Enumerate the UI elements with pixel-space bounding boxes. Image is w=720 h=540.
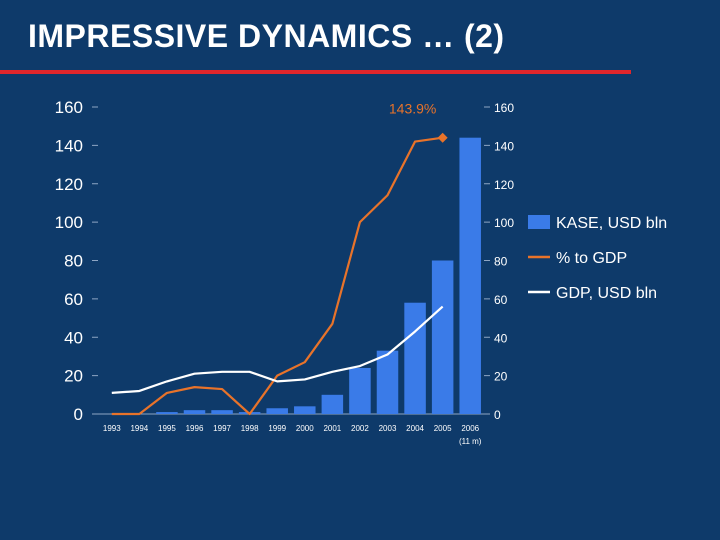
- x-tick-label: 1996: [186, 424, 204, 433]
- y2-tick-label: 140: [494, 139, 514, 153]
- chart-legend: KASE, USD bln % to GDP GDP, USD bln: [528, 215, 667, 302]
- y2-tick-label: 100: [494, 216, 514, 230]
- kase-bar: [321, 394, 344, 414]
- kase-bar: [294, 406, 316, 414]
- legend-label: KASE, USD bln: [556, 215, 667, 232]
- y2-tick-label: 80: [494, 255, 508, 269]
- y2-tick-label: 60: [494, 293, 508, 307]
- kase-bars: [156, 137, 481, 414]
- annotation-marker: [437, 132, 448, 143]
- kase-bar: [211, 410, 233, 414]
- legend-swatch-bar: [528, 215, 550, 229]
- y-tick-label: 60: [64, 290, 83, 309]
- y2-tick-label: 160: [494, 101, 514, 115]
- x-tick-label: 1998: [241, 424, 259, 433]
- x-tick-label: 2002: [351, 424, 369, 433]
- x-tick-label: 2003: [379, 424, 397, 433]
- y2-tick-label: 0: [494, 408, 501, 422]
- pct-to-gdp-line: [111, 136, 443, 416]
- y2-tick-label: 20: [494, 370, 508, 384]
- x-tick-label: 1999: [268, 424, 286, 433]
- x-tick-label: 1997: [213, 424, 231, 433]
- y2-tick-label: 120: [494, 178, 514, 192]
- y-tick-label: 40: [64, 328, 83, 347]
- x-tick-label: 1995: [158, 424, 176, 433]
- legend-label: GDP, USD bln: [556, 285, 657, 302]
- x-tick-label: 2006: [461, 424, 479, 433]
- kase-bar: [349, 367, 371, 414]
- y-tick-label: 100: [55, 213, 83, 232]
- y2-tick-label: 40: [494, 331, 508, 345]
- x-tick-label: 2005: [434, 424, 452, 433]
- y-tick-label: 80: [64, 252, 83, 271]
- kase-bar: [376, 350, 399, 414]
- chart-labels: 0 20 40 60 80 100 120 140 160 0 20 40 60 80 100 120 140 1…: [55, 98, 515, 446]
- y-tick-label: 160: [55, 98, 83, 117]
- kase-bar: [266, 408, 288, 414]
- legend-label: % to GDP: [556, 250, 627, 267]
- x-tick-label: 1994: [130, 424, 148, 433]
- gdp-line: [111, 305, 444, 394]
- y-tick-label: 120: [55, 175, 83, 194]
- y-tick-label: 140: [55, 136, 83, 155]
- x-tick-label: 2000: [296, 424, 314, 433]
- page-title: IMPRESSIVE DYNAMICS … (2): [28, 18, 505, 54]
- kase-bar: [459, 137, 481, 414]
- x-tick-label: 1993: [103, 424, 121, 433]
- x-tick-label: 2001: [323, 424, 341, 433]
- kase-bar: [404, 302, 426, 414]
- title-underline: [0, 70, 631, 74]
- kase-bar: [156, 412, 178, 414]
- x-tick-label: 2004: [406, 424, 424, 433]
- kase-bar: [183, 410, 206, 414]
- y-tick-label: 0: [74, 405, 83, 424]
- y-tick-label: 20: [64, 367, 83, 386]
- kase-bar: [431, 260, 454, 414]
- chart-lines: [111, 132, 448, 416]
- annotation-label: 143.9%: [389, 101, 436, 117]
- x-note-label: (11 m): [459, 437, 482, 446]
